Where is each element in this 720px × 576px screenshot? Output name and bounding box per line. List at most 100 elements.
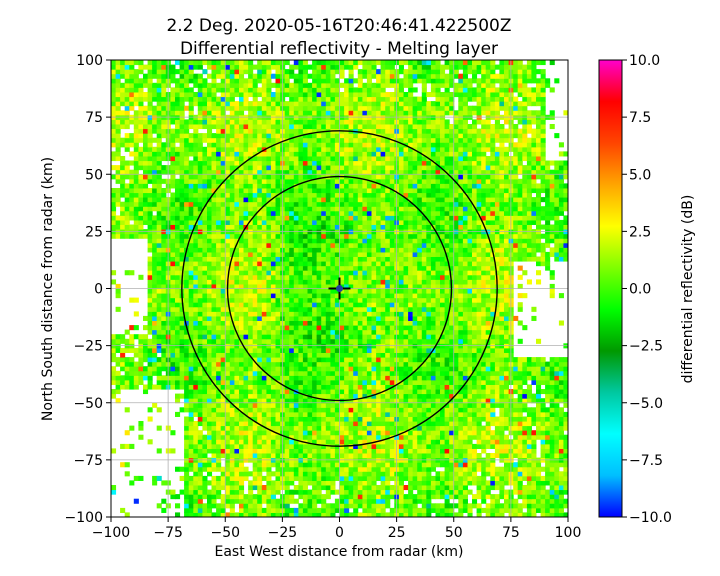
field-cell (257, 347, 263, 353)
field-cell (403, 247, 409, 253)
field-cell (225, 389, 231, 395)
field-cell (211, 498, 217, 504)
field-cell (344, 338, 350, 344)
field-cell (330, 375, 336, 381)
field-cell (449, 402, 455, 408)
field-cell (453, 366, 459, 372)
field-cell (207, 439, 213, 445)
field-cell (526, 485, 532, 491)
field-cell (252, 448, 258, 454)
field-cell (330, 270, 336, 276)
field-cell (243, 389, 249, 395)
field-cell (517, 434, 523, 440)
field-cell (129, 425, 135, 431)
field-cell (248, 503, 254, 509)
field-cell (120, 366, 126, 372)
field-cell (417, 306, 423, 312)
field-cell (234, 402, 240, 408)
field-cell (353, 283, 359, 289)
field-cell (156, 375, 162, 381)
field-cell (207, 384, 213, 390)
field-cell (307, 489, 313, 495)
field-cell (371, 407, 377, 413)
field-cell (504, 311, 510, 317)
field-cell (234, 398, 240, 404)
field-cell (453, 325, 459, 331)
field-cell (494, 315, 500, 321)
field-cell (376, 302, 382, 308)
field-cell (453, 293, 459, 299)
field-cell (293, 311, 299, 317)
field-cell (398, 375, 404, 381)
field-cell (316, 251, 322, 257)
field-cell (485, 402, 491, 408)
field-cell (243, 494, 249, 500)
field-cell (216, 389, 222, 395)
field-cell (449, 357, 455, 363)
field-cell (193, 265, 199, 271)
field-cell (243, 247, 249, 253)
field-cell (243, 279, 249, 285)
field-cell (202, 443, 208, 449)
field-cell (485, 329, 491, 335)
field-cell (353, 370, 359, 376)
field-cell (453, 475, 459, 481)
field-cell (252, 302, 258, 308)
field-cell (357, 434, 363, 440)
field-cell (444, 498, 450, 504)
field-cell (371, 306, 377, 312)
field-cell (558, 411, 564, 417)
field-cell (111, 379, 117, 385)
field-cell (430, 448, 436, 454)
field-cell (531, 507, 537, 513)
field-cell (462, 302, 468, 308)
field-cell (403, 407, 409, 413)
field-cell (193, 407, 199, 413)
field-cell (426, 453, 432, 459)
field-cell (513, 370, 519, 376)
field-cell (188, 475, 194, 481)
field-cell (398, 512, 404, 517)
field-cell (239, 379, 245, 385)
field-cell (531, 379, 537, 385)
field-cell (344, 375, 350, 381)
field-cell (193, 471, 199, 477)
field-cell (453, 453, 459, 459)
field-cell (376, 425, 382, 431)
field-cell (504, 379, 510, 385)
field-cell (348, 293, 354, 299)
field-cell (321, 320, 327, 326)
field-cell (412, 297, 418, 303)
field-cell (467, 407, 473, 413)
field-cell (517, 411, 523, 417)
field-cell (540, 448, 546, 454)
field-cell (184, 466, 190, 472)
field-cell (207, 443, 213, 449)
field-cell (453, 411, 459, 417)
field-cell (558, 361, 564, 367)
field-cell (334, 471, 340, 477)
field-cell (540, 480, 546, 486)
field-cell (549, 247, 555, 253)
field-cell (426, 466, 432, 472)
field-cell (302, 347, 308, 353)
field-cell (197, 288, 203, 294)
field-cell (302, 402, 308, 408)
field-cell (252, 352, 258, 358)
field-cell (193, 379, 199, 385)
field-cell (366, 439, 372, 445)
field-cell (156, 320, 162, 326)
field-cell (421, 453, 427, 459)
field-cell (513, 361, 519, 367)
field-cell (312, 512, 318, 517)
field-cell (316, 471, 322, 477)
field-cell (193, 453, 199, 459)
field-cell (426, 475, 432, 481)
field-cell (444, 425, 450, 431)
field-cell (293, 398, 299, 404)
field-cell (197, 416, 203, 422)
field-cell (325, 475, 331, 481)
field-cell (435, 320, 441, 326)
field-cell (339, 265, 345, 271)
field-cell (485, 480, 491, 486)
